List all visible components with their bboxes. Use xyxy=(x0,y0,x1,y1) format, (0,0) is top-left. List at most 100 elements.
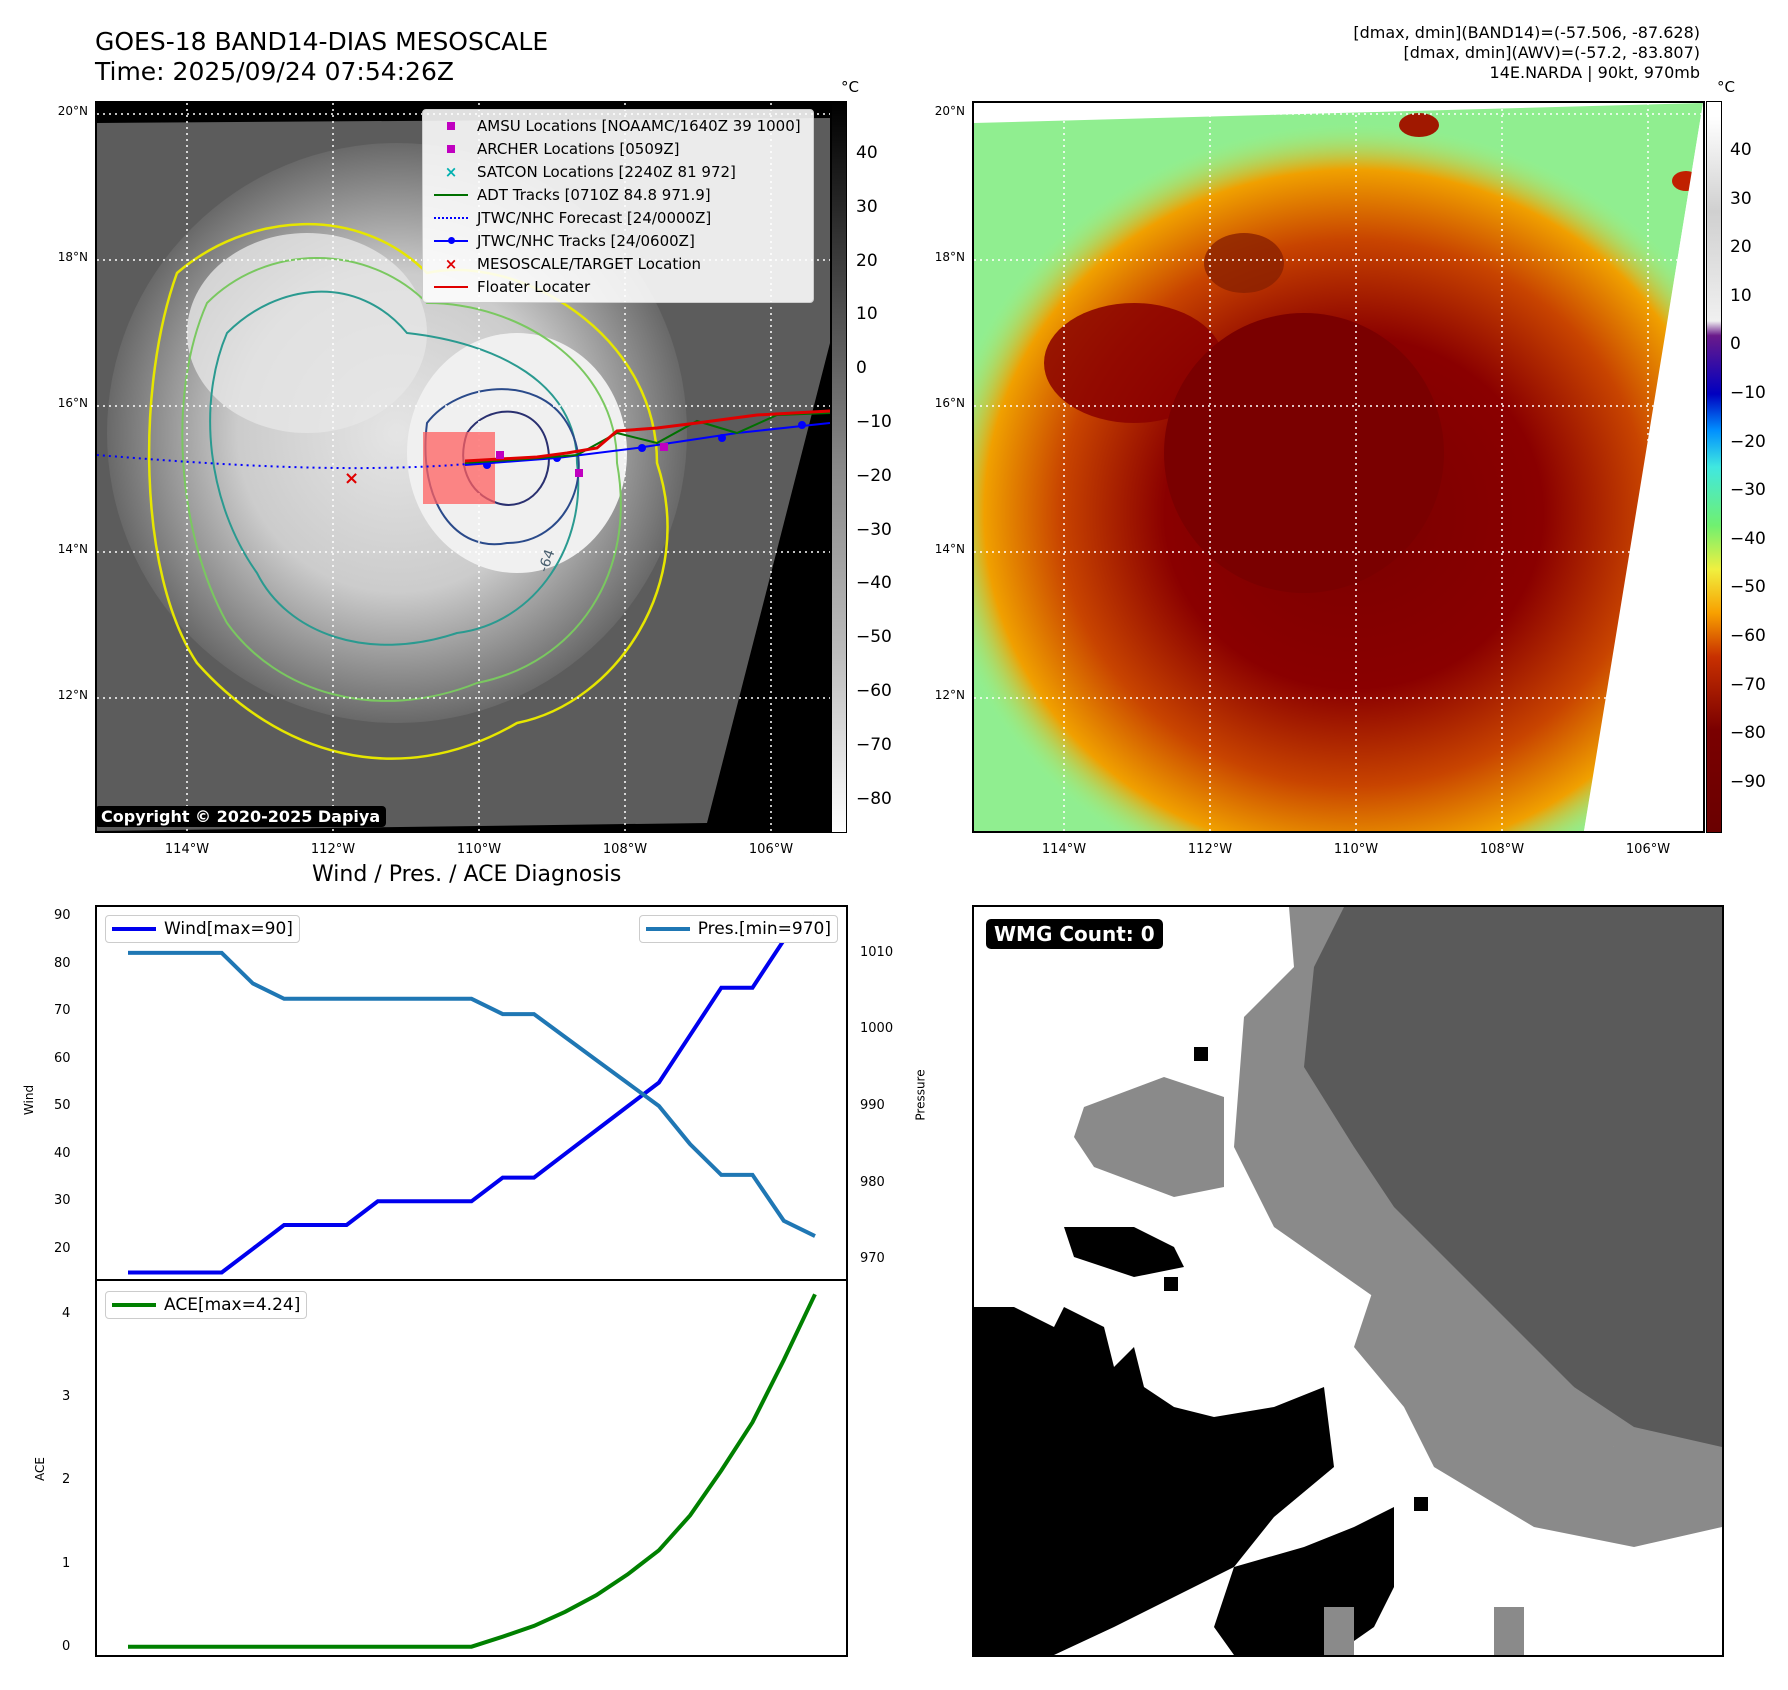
ir-colorbar-tick: 20 xyxy=(856,250,878,271)
wind-legend-swatch xyxy=(112,927,156,931)
wind-tick-label: 90 xyxy=(54,908,71,924)
color-colorbar-unit: °C xyxy=(1717,78,1735,96)
lat-tick-label: 14°N xyxy=(57,542,88,556)
color-colorbar-tick: 0 xyxy=(1730,334,1741,355)
wmg-panel: WMG Count: 0 xyxy=(972,905,1724,1657)
legend-label: AMSU Locations [NOAAMC/1640Z 39 1000] xyxy=(477,116,801,135)
info-line-storm: 14E.NARDA | 90kt, 970mb xyxy=(1489,63,1700,82)
ir-map-title-line1: GOES-18 BAND14-DIAS MESOSCALE xyxy=(95,27,549,56)
lon-tick-label: 114°W xyxy=(1041,842,1087,857)
color-colorbar xyxy=(1706,101,1722,833)
legend-label: ARCHER Locations [0509Z] xyxy=(477,139,680,158)
ir-colorbar-tick: −20 xyxy=(856,465,892,486)
ir-colorbar-tick: −80 xyxy=(856,788,892,809)
wind-legend: Wind[max=90] xyxy=(105,915,300,943)
legend-label: SATCON Locations [2240Z 81 972] xyxy=(477,162,736,181)
lon-tick-label: 110°W xyxy=(1333,842,1379,857)
wind-pressure-plot: Wind[max=90] Pres.[min=970] xyxy=(95,905,848,1282)
color-colorbar-tick: 20 xyxy=(1730,237,1752,258)
color-colorbar-tick: −90 xyxy=(1730,771,1766,792)
pressure-series-line xyxy=(128,950,816,1238)
ir-colorbar-tick: 0 xyxy=(856,358,867,379)
legend-entry: JTWC/NHC Tracks [24/0600Z] xyxy=(431,229,805,252)
legend-label: Floater Locater xyxy=(477,277,591,296)
ir-map-title: GOES-18 BAND14-DIAS MESOSCALE Time: 2025… xyxy=(95,27,548,87)
ir-colorbar-tick: 30 xyxy=(856,196,878,217)
ace-series-line xyxy=(128,1293,817,1649)
pressure-tick-label: 990 xyxy=(860,1097,885,1113)
pressure-tick-label: 1010 xyxy=(860,944,894,960)
legend-marker: × xyxy=(444,162,458,181)
ir-colorbar-tick: −60 xyxy=(856,681,892,701)
wind-pressure-svg xyxy=(128,914,817,1275)
ir-map-contour-label: -64 xyxy=(536,547,559,574)
wind-tick-label: 40 xyxy=(54,1145,71,1161)
lat-tick-label: 12°N xyxy=(57,688,88,702)
ir-colorbar-tick: −40 xyxy=(856,573,892,594)
ace-legend: ACE[max=4.24] xyxy=(105,1291,308,1319)
wind-tick-label: 30 xyxy=(54,1193,71,1209)
legend-marker xyxy=(431,193,471,196)
wmg-image xyxy=(974,907,1722,1655)
lat-tick-label: 16°N xyxy=(57,396,88,410)
wind-tick-label: 20 xyxy=(54,1240,71,1256)
color-colorbar-tick: −30 xyxy=(1730,480,1766,501)
ir-colorbar-tick: −70 xyxy=(856,734,892,755)
color-map-frame xyxy=(972,101,1705,833)
legend-label: MESOSCALE/TARGET Location xyxy=(477,254,702,273)
legend-marker: × xyxy=(444,254,458,273)
ir-map-frame: × -64 AMSU Locations [NOAAMC/1640Z 39 10… xyxy=(95,101,832,833)
lon-tick-label: 108°W xyxy=(602,842,648,857)
lat-tick-label: 20°N xyxy=(934,104,965,118)
ir-map-legend: AMSU Locations [NOAAMC/1640Z 39 1000] ARC… xyxy=(422,109,814,303)
ace-legend-label: ACE[max=4.24] xyxy=(164,1295,301,1315)
info-text: [dmax, dmin](BAND14)=(-57.506, -87.628) … xyxy=(1190,23,1700,83)
ir-colorbar-tick: 40 xyxy=(856,143,878,163)
ir-colorbar-tick: −10 xyxy=(856,412,892,432)
ir-map-target-x: × xyxy=(344,468,359,489)
wind-tick-label: 70 xyxy=(54,1003,71,1019)
wind-tick-label: 50 xyxy=(54,1098,71,1114)
ace-tick-label: 0 xyxy=(62,1638,71,1654)
ace-plot: ACE[max=4.24] xyxy=(95,1279,848,1657)
color-colorbar-tick: −60 xyxy=(1730,626,1766,646)
pressure-axis-title: Pressure xyxy=(913,1069,928,1121)
color-colorbar-tick: 40 xyxy=(1730,140,1752,160)
ir-colorbar xyxy=(831,101,847,833)
legend-marker xyxy=(431,144,471,153)
legend-entry: ARCHER Locations [0509Z] xyxy=(431,137,805,160)
ace-tick-label: 2 xyxy=(62,1472,71,1488)
pressure-legend: Pres.[min=970] xyxy=(638,915,838,943)
lat-tick-label: 18°N xyxy=(934,250,965,264)
lat-tick-label: 14°N xyxy=(934,542,965,556)
lat-tick-label: 20°N xyxy=(57,104,88,118)
wmg-count-badge: WMG Count: 0 xyxy=(986,919,1163,949)
lat-tick-label: 16°N xyxy=(934,396,965,410)
wind-legend-label: Wind[max=90] xyxy=(164,919,293,939)
wind-tick-label: 60 xyxy=(54,1050,71,1066)
info-line-awv: [dmax, dmin](AWV)=(-57.2, -83.807) xyxy=(1403,43,1700,62)
ace-tick-label: 4 xyxy=(62,1306,71,1322)
copyright-label: Copyright © 2020-2025 Dapiya xyxy=(97,806,387,827)
lat-tick-label: 12°N xyxy=(934,688,965,702)
ace-tick-label: 1 xyxy=(62,1555,71,1571)
diagnosis-title: Wind / Pres. / ACE Diagnosis xyxy=(312,862,622,887)
color-colorbar-tick: −40 xyxy=(1730,528,1766,549)
legend-marker xyxy=(431,121,471,130)
legend-entry: JTWC/NHC Forecast [24/0000Z] xyxy=(431,206,805,229)
pressure-tick-label: 1000 xyxy=(860,1021,894,1037)
ir-map-title-line2: Time: 2025/09/24 07:54:26Z xyxy=(95,57,454,86)
legend-marker xyxy=(431,216,471,219)
lat-tick-label: 18°N xyxy=(57,250,88,264)
legend-entry: × MESOSCALE/TARGET Location xyxy=(431,252,805,275)
wind-axis-title: Wind xyxy=(22,1084,37,1116)
wind-tick-label: 80 xyxy=(54,955,71,971)
ir-colorbar-unit: °C xyxy=(841,78,859,96)
pressure-legend-label: Pres.[min=970] xyxy=(697,919,831,939)
ace-axis-title: ACE xyxy=(32,1457,47,1481)
ace-tick-label: 3 xyxy=(62,1389,71,1405)
lon-tick-label: 112°W xyxy=(310,842,356,857)
color-colorbar-tick: 30 xyxy=(1730,188,1752,209)
lon-tick-label: 106°W xyxy=(1625,842,1671,857)
legend-entry: Floater Locater xyxy=(431,275,805,298)
